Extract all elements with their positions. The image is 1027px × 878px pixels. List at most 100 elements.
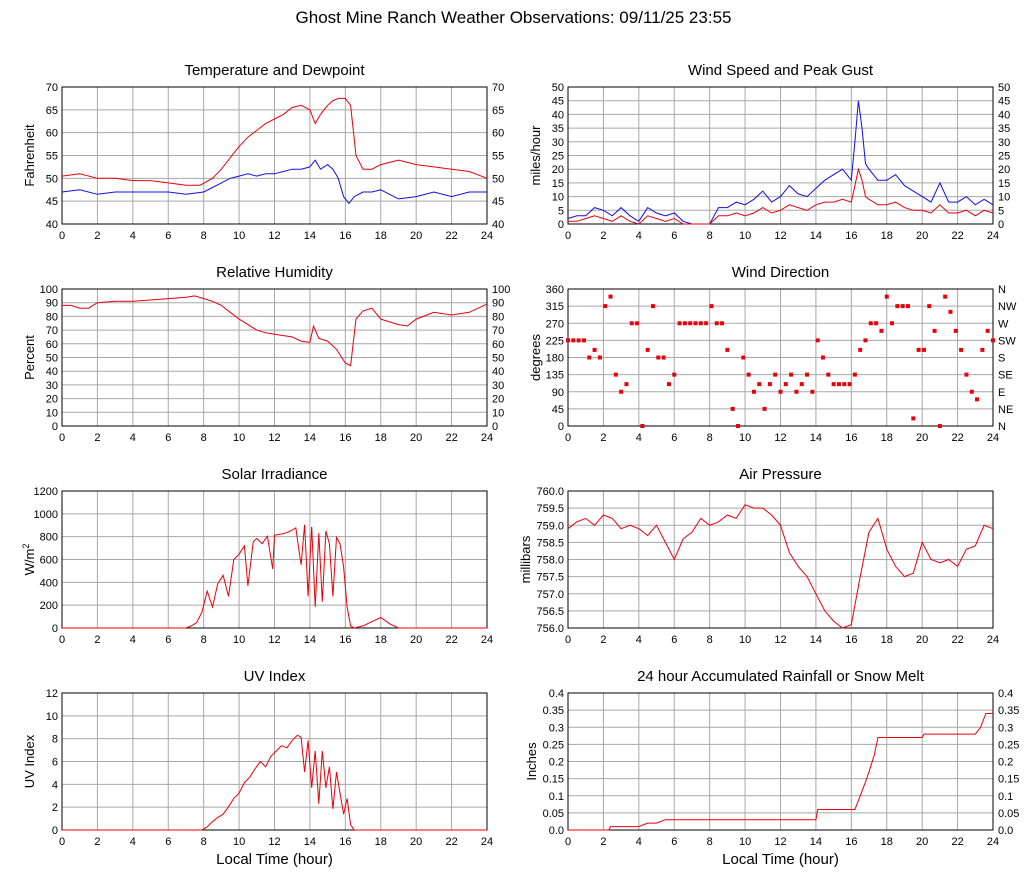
wind_direction-point — [640, 424, 645, 428]
wind_direction-right-tick-label: W — [998, 318, 1009, 330]
pressure-x-tick-label: 8 — [707, 634, 713, 646]
temperature-x-tick-label: 2 — [94, 230, 100, 242]
rain-x-tick-label: 2 — [600, 836, 606, 848]
rain-right-tick-label: 0.2 — [998, 757, 1013, 769]
wind_direction-point — [746, 372, 751, 377]
pressure-x-tick-label: 2 — [600, 634, 606, 646]
wind_speed-y-tick-label: 15 — [552, 178, 564, 190]
humidity-right-tick-label: 0 — [492, 421, 498, 433]
solar-x-tick-label: 6 — [165, 634, 171, 646]
rain-frame — [567, 692, 994, 831]
humidity-series-line-red — [62, 295, 488, 367]
pressure-y-tick-label: 757.5 — [536, 572, 564, 584]
uv-x-tick-label: 22 — [445, 836, 457, 848]
wind_speed-y-axis-label: miles/hour — [528, 125, 543, 186]
pressure-x-tick-label: 0 — [565, 634, 571, 646]
wind_speed-x-tick-label: 12 — [774, 230, 786, 242]
pressure-y-tick-label: 756.5 — [536, 606, 564, 618]
temperature-x-tick-label: 12 — [268, 230, 280, 242]
temperature-y-tick-label: 45 — [46, 196, 58, 208]
wind_speed-y-tick-label: 10 — [552, 192, 564, 204]
wind_direction-point — [762, 406, 767, 411]
humidity-x-tick-label: 22 — [445, 432, 457, 444]
wind_direction-point — [985, 328, 990, 333]
wind_direction-point — [613, 372, 618, 377]
temperature-right-tick-label: 40 — [492, 219, 504, 231]
wind_direction-point — [852, 372, 857, 377]
rain-x-tick-label: 6 — [671, 836, 677, 848]
uv-x-tick-label: 14 — [304, 836, 316, 848]
pressure-x-tick-label: 20 — [916, 634, 928, 646]
uv-x-tick-label: 12 — [268, 836, 280, 848]
rain-y-axis-label: Inches — [524, 742, 539, 781]
uv-x-axis-label: Local Time (hour) — [216, 851, 333, 868]
solar-y-tick-label: 600 — [40, 555, 58, 567]
temperature-x-tick-label: 14 — [304, 230, 316, 242]
uv-series-line-red — [62, 734, 487, 831]
solar-x-tick-label: 22 — [445, 634, 457, 646]
wind_speed-y-tick-label: 20 — [552, 164, 564, 176]
wind_speed-right-tick-label: 35 — [998, 123, 1010, 135]
wind_direction-point — [629, 321, 634, 326]
wind_direction-point — [767, 382, 772, 387]
wind_speed-y-tick-label: 0 — [558, 219, 564, 231]
rain-right-tick-label: 0.25 — [998, 739, 1019, 751]
rain-y-tick-label: 0.05 — [543, 808, 564, 820]
humidity-right-tick-label: 100 — [492, 284, 510, 296]
wind_direction-x-tick-label: 24 — [987, 432, 999, 444]
humidity-x-tick-label: 10 — [233, 432, 245, 444]
rain-x-tick-label: 0 — [565, 836, 571, 848]
wind_direction-point — [730, 406, 735, 411]
wind_direction-point — [794, 389, 799, 394]
rain-x-tick-label: 12 — [774, 836, 786, 848]
wind_direction-point — [619, 389, 624, 394]
wind_direction-point — [964, 372, 969, 377]
wind_direction-right-tick-label: N — [998, 284, 1006, 296]
wind_direction-point — [906, 304, 910, 309]
wind_direction-y-tick-label: 45 — [552, 404, 564, 416]
wind_direction-point — [953, 328, 958, 333]
wind_speed-x-tick-label: 6 — [671, 230, 677, 242]
pressure-chart: 0 2 4 6 8 10 12 14 16 18 20 22 24756.0756.5757.0757.… — [518, 466, 999, 646]
wind_direction-point — [597, 355, 602, 360]
humidity-title: Relative Humidity — [216, 264, 333, 281]
solar-y-tick-label: 0 — [52, 623, 58, 635]
wind_direction-point — [677, 321, 682, 326]
uv-y-tick-label: 8 — [52, 734, 58, 746]
humidity-x-tick-label: 18 — [375, 432, 387, 444]
page-title: Ghost Mine Ranch Weather Observations: 0… — [295, 8, 732, 27]
wind_speed-chart: 0 2 4 6 8 10 12 14 16 18 20 22 240510152025303540455… — [528, 62, 1010, 242]
rain-right-tick-label: 0.15 — [998, 774, 1019, 786]
wind_direction-point — [943, 294, 948, 299]
wind_direction-point — [895, 304, 900, 309]
pressure-y-tick-label: 757.0 — [536, 589, 564, 601]
wind_direction-point — [890, 321, 895, 326]
pressure-y-axis-label: millibars — [518, 535, 533, 583]
wind_direction-point — [783, 382, 788, 387]
temperature-y-tick-label: 70 — [46, 82, 58, 94]
humidity-y-tick-label: 70 — [46, 325, 58, 337]
wind_speed-right-tick-label: 45 — [998, 96, 1010, 108]
rain-right-tick-label: 0.05 — [998, 808, 1019, 820]
wind_direction-point — [704, 321, 709, 326]
wind_direction-point — [736, 424, 740, 428]
temperature-x-tick-label: 6 — [165, 230, 171, 242]
temperature-y-axis-label: Fahrenheit — [22, 124, 37, 187]
wind_direction-point — [576, 338, 581, 343]
wind_direction-right-tick-label: E — [998, 387, 1005, 399]
rain-right-tick-label: 0.35 — [998, 705, 1019, 717]
temperature-x-tick-label: 16 — [339, 230, 351, 242]
wind_speed-right-tick-label: 10 — [998, 192, 1010, 204]
uv-frame — [61, 692, 488, 831]
wind_direction-y-tick-label: 360 — [546, 284, 564, 296]
wind_direction-point — [969, 389, 974, 394]
wind_speed-x-tick-label: 4 — [636, 230, 642, 242]
wind_speed-frame — [567, 86, 994, 225]
wind_direction-point — [624, 382, 629, 387]
wind_direction-point — [879, 328, 884, 333]
uv-x-tick-label: 20 — [410, 836, 422, 848]
pressure-x-tick-label: 24 — [987, 634, 999, 646]
temperature-x-tick-label: 20 — [410, 230, 422, 242]
temperature-x-tick-label: 0 — [59, 230, 65, 242]
